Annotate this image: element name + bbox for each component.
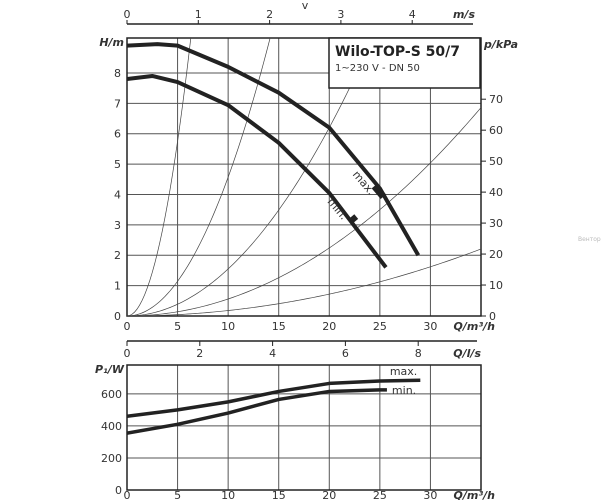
y2-tick-label: 10 xyxy=(489,279,503,292)
system-curve xyxy=(127,248,481,316)
top-tick-label: 4 xyxy=(409,8,416,21)
watermark: Вентор xyxy=(578,236,601,243)
y2-tick-label: 60 xyxy=(489,124,503,137)
top-tick-label: 2 xyxy=(266,8,273,21)
x-tick-label: 10 xyxy=(221,489,235,500)
system-curve xyxy=(127,38,374,316)
chart-subtitle: 1~230 V - DN 50 xyxy=(335,63,420,74)
top-tick-label: 3 xyxy=(337,8,344,21)
system-curve xyxy=(127,38,192,316)
mid-tick-label: 0 xyxy=(124,347,131,360)
series-label: max. xyxy=(390,365,417,378)
mid-tick-label: 2 xyxy=(196,347,203,360)
y-tick-label: 2 xyxy=(114,249,121,262)
plot-frame xyxy=(126,364,482,491)
y-axis-label: P₁/W xyxy=(95,363,125,376)
y2-axis-label: p/kPa xyxy=(483,38,518,51)
x-tick-label: 30 xyxy=(423,320,437,333)
y-tick-label: 600 xyxy=(101,388,122,401)
marker-label: max. xyxy=(350,168,378,197)
power-chart: 0 2 4 6 8 Q/l/s max. min. 0 5 10 15 20 25 30 Q/m³/h 0 200… xyxy=(95,340,496,500)
top-tick-label: 0 xyxy=(124,8,131,21)
y2-tick-label: 40 xyxy=(489,186,503,199)
series-label: min. xyxy=(392,384,416,397)
top-axis-label: v xyxy=(302,0,309,12)
title-box: Wilo-TOP-S 50/7 1~230 V - DN 50 xyxy=(328,37,481,89)
y-tick-label: 1 xyxy=(114,280,121,293)
power-curve-min xyxy=(126,388,387,435)
y2-tick-label: 20 xyxy=(489,248,503,261)
y-tick-label: 6 xyxy=(114,128,121,141)
mid-tick-label: 8 xyxy=(415,347,422,360)
top-tick-label: 1 xyxy=(195,8,202,21)
pump-curve-min xyxy=(126,73,388,269)
y-tick-label: 8 xyxy=(114,67,121,80)
y2-tick-label: 0 xyxy=(489,310,496,323)
y-tick-label: 3 xyxy=(114,219,121,232)
y2-tick-label: 50 xyxy=(489,155,503,168)
marker-max xyxy=(371,183,387,200)
mid-tick-label: 4 xyxy=(269,347,276,360)
y-tick-label: 5 xyxy=(114,158,121,171)
marker-min xyxy=(348,214,359,224)
x-tick-label: 15 xyxy=(272,489,286,500)
x-tick-label: 25 xyxy=(373,489,387,500)
y-tick-label: 400 xyxy=(101,420,122,433)
pump-curve-max xyxy=(126,42,421,257)
mid-axis-label: Q/l/s xyxy=(453,347,481,360)
x-tick-label: 20 xyxy=(322,320,336,333)
y2-tick-label: 30 xyxy=(489,217,503,230)
x-tick-label: 20 xyxy=(322,489,336,500)
y-tick-label: 200 xyxy=(101,452,122,465)
x-tick-label: 10 xyxy=(221,320,235,333)
x-tick-label: 25 xyxy=(373,320,387,333)
mid-tick-label: 6 xyxy=(342,347,349,360)
x-tick-label: 5 xyxy=(174,489,181,500)
x-axis-label: Q/m³/h xyxy=(454,489,496,500)
x-axis-label: Q/m³/h xyxy=(454,320,496,333)
top-axis-unit: m/s xyxy=(453,8,475,21)
y-tick-label: 0 xyxy=(115,484,122,497)
power-curve-max xyxy=(126,378,421,419)
y-tick-label: 7 xyxy=(114,97,121,110)
chart-title: Wilo-TOP-S 50/7 xyxy=(335,44,460,60)
x-tick-label: 0 xyxy=(124,489,131,500)
plot-frame xyxy=(126,37,482,317)
x-tick-label: 15 xyxy=(272,320,286,333)
system-curve xyxy=(127,38,271,316)
x-tick-label: 5 xyxy=(174,320,181,333)
system-curve xyxy=(127,107,481,316)
y-tick-label: 0 xyxy=(114,310,121,323)
x-tick-label: 30 xyxy=(423,489,437,500)
x-tick-label: 0 xyxy=(124,320,131,333)
y2-tick-label: 70 xyxy=(489,93,503,106)
y-axis-label: H/m xyxy=(99,36,124,49)
y-tick-label: 4 xyxy=(114,188,121,201)
